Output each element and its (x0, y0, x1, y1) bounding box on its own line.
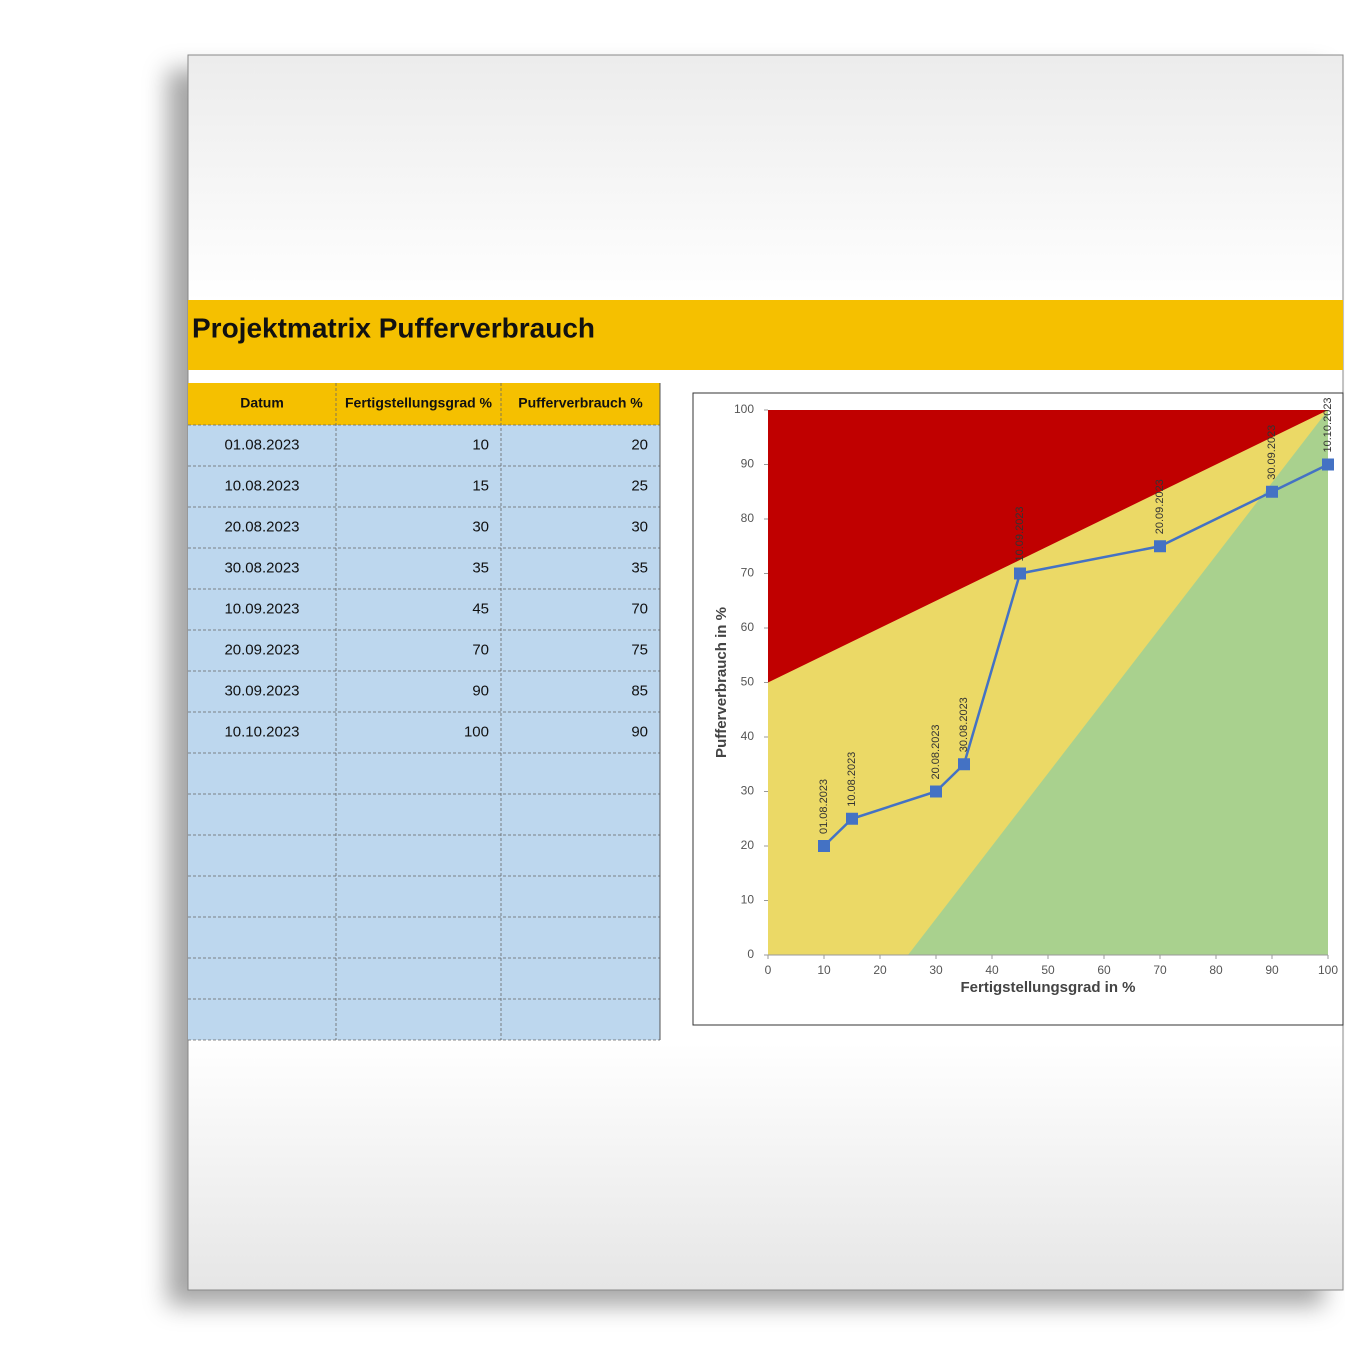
point (1266, 485, 1278, 498)
table-cell: 20 (631, 436, 648, 453)
point (1154, 540, 1166, 553)
point (958, 758, 970, 771)
x-tick-label: 30 (929, 963, 943, 977)
table-cell: 30.09.2023 (224, 682, 299, 699)
point-label: 30.09.2023 (1266, 425, 1278, 480)
y-tick-label: 100 (734, 402, 754, 416)
point (1322, 458, 1334, 471)
header-cell: Datum (240, 395, 284, 411)
point-label: 10.10.2023 (1322, 397, 1334, 452)
table-cell: 15 (472, 477, 489, 494)
table-cell: 75 (631, 641, 648, 658)
table-cell: 35 (631, 559, 648, 576)
point-label: 20.08.2023 (930, 724, 942, 779)
x-tick-label: 60 (1097, 963, 1111, 977)
y-tick-label: 30 (741, 784, 755, 798)
x-tick-label: 90 (1265, 963, 1279, 977)
x-tick-label: 80 (1209, 963, 1223, 977)
point-label: 10.09.2023 (1014, 506, 1026, 561)
y-tick-label: 40 (741, 729, 755, 743)
point (846, 812, 858, 825)
point (1014, 567, 1026, 580)
y-tick-label: 0 (747, 947, 754, 961)
table-cell: 30 (631, 518, 648, 535)
table-cell: 20.08.2023 (224, 518, 299, 535)
table-cell: 20.09.2023 (224, 641, 299, 658)
x-tick-label: 0 (765, 963, 772, 977)
x-tick-label: 100 (1318, 963, 1338, 977)
chart: 0 10 20 30 40 50 60 70 80 90 100 0 10 20 30 40 50 60 70 80 9… (713, 397, 1338, 996)
point-label: 30.08.2023 (958, 697, 970, 752)
x-tick-label: 40 (985, 963, 999, 977)
table-cell: 25 (631, 477, 648, 494)
x-tick-label: 20 (873, 963, 887, 977)
point-label: 10.08.2023 (846, 752, 858, 807)
point (818, 840, 830, 852)
header-cell: Fertigstellungsgrad % (345, 395, 493, 411)
table-cell: 01.08.2023 (224, 436, 299, 453)
table-cell: 70 (472, 641, 489, 658)
table-cell: 70 (631, 600, 648, 617)
zone (768, 410, 1328, 683)
zone (908, 410, 1328, 955)
y-tick-label: 60 (741, 620, 755, 634)
y-tick-label: 80 (741, 511, 755, 525)
header-cell: Pufferverbrauch % (518, 395, 643, 411)
table-cell: 30 (472, 518, 489, 535)
y-tick-label: 90 (741, 457, 755, 471)
table-header (188, 383, 660, 425)
table-cell: 85 (631, 682, 648, 699)
table-cell: 10.09.2023 (224, 600, 299, 617)
x-axis-label: Fertigstellungsgrad in % (960, 979, 1135, 996)
y-axis-label: Pufferverbrauch in % (713, 607, 730, 758)
y-tick-label: 50 (741, 675, 755, 689)
table-cell: 90 (631, 723, 648, 740)
table-cell: 90 (472, 682, 489, 699)
title: Projektmatrix Pufferverbrauch (192, 312, 595, 343)
point-label: 01.08.2023 (818, 779, 830, 834)
table-cell: 100 (464, 723, 489, 740)
table-cell: 30.08.2023 (224, 559, 299, 576)
table-cell: 10.10.2023 (224, 723, 299, 740)
point-label: 20.09.2023 (1154, 479, 1166, 534)
x-tick-label: 50 (1041, 963, 1055, 977)
y-tick-label: 70 (741, 566, 755, 580)
table-cell: 10 (472, 436, 489, 453)
table-cell: 10.08.2023 (224, 477, 299, 494)
table-cell: 45 (472, 600, 489, 617)
table-body (188, 425, 660, 1040)
y-tick-label: 10 (741, 893, 755, 907)
y-tick-label: 20 (741, 838, 755, 852)
table: Datum Fertigstellungsgrad % Pufferverbrauc… (188, 383, 661, 1041)
title-bar (188, 300, 1343, 370)
series-line (823, 463, 1329, 847)
table-cell: 35 (472, 559, 489, 576)
x-tick-label: 70 (1153, 963, 1167, 977)
x-tick-label: 10 (817, 963, 831, 977)
point (930, 785, 942, 798)
